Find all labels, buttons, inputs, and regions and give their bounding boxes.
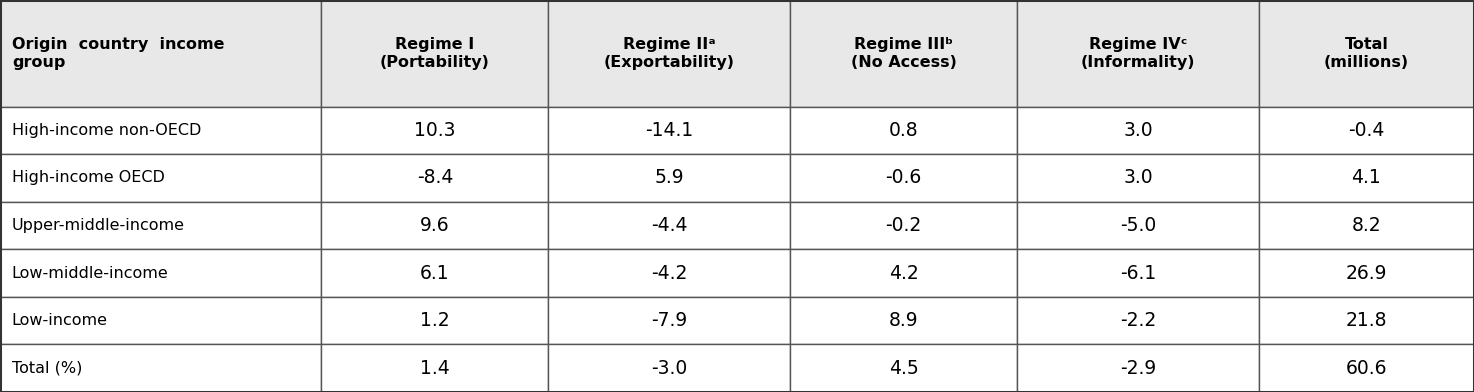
Text: Low-middle-income: Low-middle-income — [12, 266, 168, 281]
Text: -4.2: -4.2 — [652, 263, 687, 283]
Bar — [1259, 345, 1474, 392]
Bar — [321, 107, 548, 154]
Text: 10.3: 10.3 — [414, 121, 455, 140]
Text: -8.4: -8.4 — [417, 169, 453, 187]
Text: 3.0: 3.0 — [1123, 169, 1153, 187]
Text: -14.1: -14.1 — [646, 121, 693, 140]
Bar — [321, 345, 548, 392]
Bar — [1259, 107, 1474, 154]
Bar — [790, 107, 1017, 154]
Text: 8.9: 8.9 — [889, 311, 918, 330]
Text: 21.8: 21.8 — [1346, 311, 1387, 330]
Text: Regime IIIᵇ
(No Access): Regime IIIᵇ (No Access) — [850, 36, 957, 70]
Text: 6.1: 6.1 — [420, 263, 450, 283]
Bar — [790, 249, 1017, 297]
Bar — [1017, 249, 1259, 297]
Text: -4.4: -4.4 — [652, 216, 687, 235]
Text: 26.9: 26.9 — [1346, 263, 1387, 283]
Bar — [0, 249, 321, 297]
Text: Total (%): Total (%) — [12, 361, 83, 376]
Text: Total
(millions): Total (millions) — [1324, 36, 1409, 70]
Text: -7.9: -7.9 — [652, 311, 687, 330]
Text: 8.2: 8.2 — [1352, 216, 1381, 235]
Bar — [321, 249, 548, 297]
Bar — [1259, 249, 1474, 297]
Text: 3.0: 3.0 — [1123, 121, 1153, 140]
Bar — [0, 345, 321, 392]
Bar — [790, 345, 1017, 392]
Bar — [790, 202, 1017, 249]
Bar — [1017, 0, 1259, 107]
Text: High-income OECD: High-income OECD — [12, 171, 165, 185]
Text: -0.6: -0.6 — [886, 169, 921, 187]
Bar — [321, 0, 548, 107]
Text: Origin  country  income
group: Origin country income group — [12, 36, 224, 70]
Bar — [0, 0, 321, 107]
Text: Low-income: Low-income — [12, 313, 108, 328]
Text: Regime IIᵃ
(Exportability): Regime IIᵃ (Exportability) — [604, 36, 734, 70]
Bar — [1259, 297, 1474, 345]
Text: Regime I
(Portability): Regime I (Portability) — [380, 36, 489, 70]
Bar — [1017, 154, 1259, 202]
Text: High-income non-OECD: High-income non-OECD — [12, 123, 200, 138]
Bar — [0, 107, 321, 154]
Text: -2.2: -2.2 — [1120, 311, 1156, 330]
Bar — [1259, 154, 1474, 202]
Bar — [0, 202, 321, 249]
Bar — [1017, 297, 1259, 345]
Bar — [790, 297, 1017, 345]
Text: -5.0: -5.0 — [1120, 216, 1156, 235]
Text: 5.9: 5.9 — [654, 169, 684, 187]
Bar — [548, 107, 790, 154]
Bar — [1259, 202, 1474, 249]
Bar — [1259, 0, 1474, 107]
Text: -0.2: -0.2 — [886, 216, 921, 235]
Text: Upper-middle-income: Upper-middle-income — [12, 218, 184, 233]
Bar — [321, 297, 548, 345]
Bar — [790, 0, 1017, 107]
Text: 4.1: 4.1 — [1352, 169, 1381, 187]
Bar — [1017, 202, 1259, 249]
Bar — [1017, 345, 1259, 392]
Text: 60.6: 60.6 — [1346, 359, 1387, 378]
Bar — [548, 0, 790, 107]
Text: -0.4: -0.4 — [1349, 121, 1384, 140]
Text: -3.0: -3.0 — [652, 359, 687, 378]
Text: 1.4: 1.4 — [420, 359, 450, 378]
Text: 4.2: 4.2 — [889, 263, 918, 283]
Text: 4.5: 4.5 — [889, 359, 918, 378]
Text: -6.1: -6.1 — [1120, 263, 1156, 283]
Bar — [1017, 107, 1259, 154]
Text: 0.8: 0.8 — [889, 121, 918, 140]
Text: 1.2: 1.2 — [420, 311, 450, 330]
Text: Regime IVᶜ
(Informality): Regime IVᶜ (Informality) — [1080, 36, 1195, 70]
Bar — [0, 154, 321, 202]
Bar — [790, 154, 1017, 202]
Text: -2.9: -2.9 — [1120, 359, 1156, 378]
Bar — [548, 154, 790, 202]
Bar — [321, 154, 548, 202]
Bar — [548, 249, 790, 297]
Bar — [0, 297, 321, 345]
Bar — [548, 345, 790, 392]
Bar — [548, 297, 790, 345]
Text: 9.6: 9.6 — [420, 216, 450, 235]
Bar — [321, 202, 548, 249]
Bar — [548, 202, 790, 249]
